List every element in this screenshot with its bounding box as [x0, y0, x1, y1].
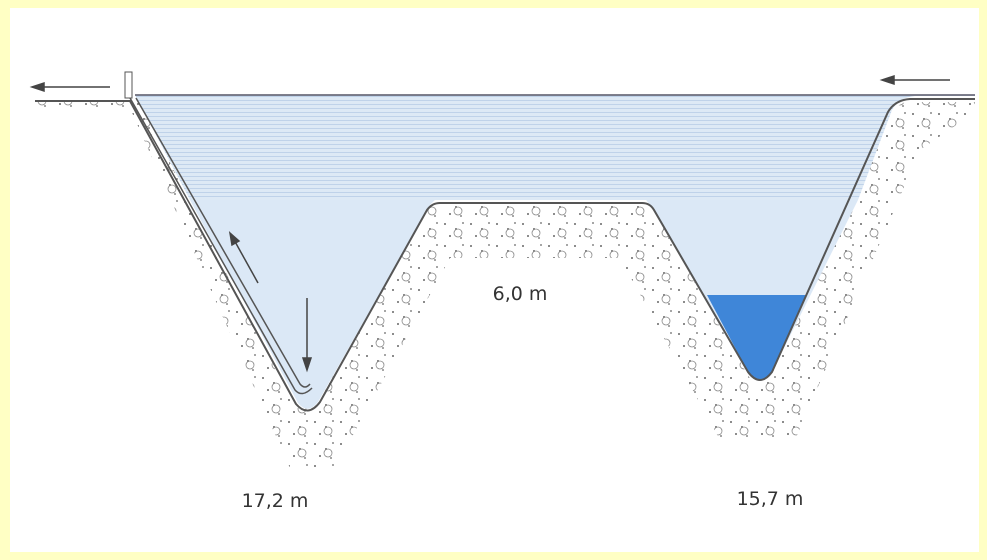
- pipe-head: [125, 72, 132, 98]
- plateau-height-label: 6,0 m: [493, 283, 548, 305]
- reservoir-diagram: 6,0 m 17,2 m 15,7 m: [0, 0, 987, 560]
- water-upper: [135, 95, 975, 200]
- page: {"labels": {"plateau_height": "6,0 m", "…: [0, 0, 987, 560]
- left-depth-label: 17,2 m: [242, 490, 309, 512]
- right-depth-label: 15,7 m: [737, 488, 804, 510]
